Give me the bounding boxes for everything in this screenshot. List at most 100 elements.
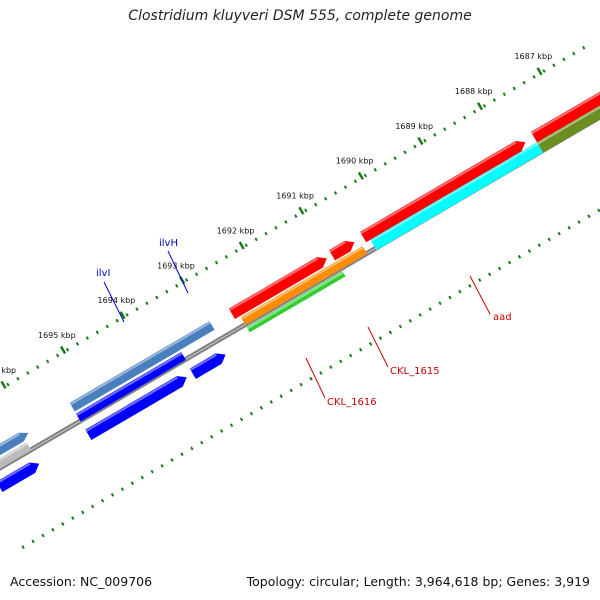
inner-tick-dot [200, 440, 204, 445]
outer-tick-dot [55, 353, 60, 358]
outer-tick-dot [36, 365, 40, 370]
gene-bar-left-blue-highlight [0, 462, 31, 483]
outer-tick-dot [314, 202, 318, 207]
inner-tick-dot [210, 434, 214, 439]
label-layer: 1687 kbp 1688 kbp 1689 kbp 1690 kbp 1691 kbp… [0, 52, 552, 408]
gene-bar-left-blue [0, 462, 40, 493]
tick-label-1690: 1690 kbp [336, 157, 374, 166]
outer-tick-dot [373, 167, 377, 172]
inner-tick-dot [71, 516, 75, 521]
inner-tick-dot [239, 417, 244, 422]
major-tick-1690 [357, 171, 364, 180]
gene-bar-left-outer-highlight [0, 433, 21, 447]
outer-tick-dot [562, 57, 566, 62]
inner-tick-dot [229, 423, 234, 428]
major-tick-1695 [59, 345, 67, 355]
gene-bar-ilvI [69, 341, 181, 412]
inner-tick-dot [368, 342, 373, 346]
inner-tick-dot [349, 353, 353, 358]
outer-tick-dot [542, 69, 546, 73]
inner-tick-dot [100, 498, 105, 503]
inner-tick-dot [61, 522, 65, 526]
outer-tick-dot [95, 330, 99, 335]
inner-tick-dot [51, 527, 55, 532]
inner-tick-dot [497, 266, 502, 271]
gene-bar-aad [360, 141, 526, 243]
inner-tick-dot [388, 330, 393, 335]
outer-tick-dot [85, 336, 90, 340]
outer-tick-dot [26, 371, 30, 375]
tick-label-1691: 1691 kbp [276, 192, 314, 201]
major-tick-1689 [417, 136, 424, 146]
major-tick-1687 [536, 67, 543, 76]
outer-tick-dot [75, 342, 80, 346]
outer-tick-dot [244, 243, 248, 248]
inner-tick-dot [31, 539, 35, 544]
inner-tick-dot [339, 359, 343, 364]
gene-bar-ilvH [174, 321, 215, 350]
outer-tick-dot [353, 179, 358, 184]
outer-tick-dot [264, 231, 268, 236]
outer-tick-dot [492, 98, 497, 102]
gene-bar-left-gray [0, 442, 32, 469]
inner-tick-dot [547, 237, 551, 242]
outer-tick-dot [512, 86, 516, 91]
inner-tick-dot [478, 278, 482, 282]
inner-tick-dot [309, 376, 313, 381]
outer-tick-dot [65, 347, 70, 352]
tick-label-1687: 1687 kbp [514, 52, 552, 61]
outer-tick-dot [165, 289, 169, 294]
map-title: Clostridium kluyveri DSM 555, complete g… [128, 8, 472, 24]
outer-tick-dot [16, 376, 20, 381]
outer-tick-dot [294, 214, 298, 219]
outer-tick-dot [234, 249, 238, 253]
outer-tick-dot [6, 382, 10, 387]
outer-tick-dot [135, 307, 139, 311]
outer-tick-dot [194, 272, 199, 277]
outer-tick-dot [323, 196, 328, 201]
inner-tick-dot [180, 452, 184, 457]
gene-bar-ckl1615-outer-highlight [329, 241, 346, 253]
inner-tick-dot [289, 388, 293, 393]
inner-tick-dot [120, 487, 125, 491]
major-tick-1696 [0, 380, 7, 389]
gene-bar-ckl1616-green-highlight [246, 271, 344, 330]
tick-label-1688: 1688 kbp [455, 87, 493, 96]
gene-bar-ckl1616-outer [228, 257, 327, 320]
outer-tick-dot [304, 208, 308, 213]
inner-tick-dot [537, 243, 541, 248]
outer-tick-dot [572, 51, 576, 56]
gene-bar-right-outer [530, 91, 600, 143]
inner-tick-dot [448, 295, 452, 300]
outer-tick-dot [403, 150, 407, 155]
inner-tick-dot [378, 336, 383, 341]
outer-tick-dot [363, 173, 367, 178]
gene-bar-ilvH-reverse-highlight [190, 353, 217, 371]
outer-tick-dot [145, 301, 149, 306]
outer-tick-dot [482, 103, 487, 108]
outer-tick-dot [284, 220, 288, 224]
gene-bar-olive-highlight [537, 106, 600, 145]
major-tick-1688 [476, 102, 484, 111]
gene-label-aad: aad [493, 312, 512, 323]
inner-tick-dot [527, 249, 532, 253]
inner-tick-dot [577, 220, 581, 224]
outer-tick-dot [125, 313, 129, 317]
outer-tick-dot [433, 133, 437, 137]
inner-tick-dot [140, 475, 144, 480]
major-tick-1691 [298, 206, 305, 215]
gene-bar-ilvI-inner-highlight [76, 352, 183, 416]
inner-tick-dot [160, 463, 164, 468]
outer-tick-dot [224, 254, 229, 259]
outer-tick-dot [184, 278, 189, 282]
gene-bar-left-gray-highlight [0, 442, 29, 462]
inner-tick-dot [41, 533, 45, 538]
gene-bar-ckl1615-orange-highlight [334, 246, 364, 265]
gene-bar-ilvI-reverse-highlight [85, 376, 179, 432]
inner-tick-dot [398, 324, 403, 329]
leader-line-ilvh [167, 250, 189, 294]
gene-bar-left-outer [0, 432, 29, 456]
inner-tick-dot [428, 307, 432, 311]
genome-summary: Topology: circular; Length: 3,964,618 bp… [246, 574, 590, 589]
